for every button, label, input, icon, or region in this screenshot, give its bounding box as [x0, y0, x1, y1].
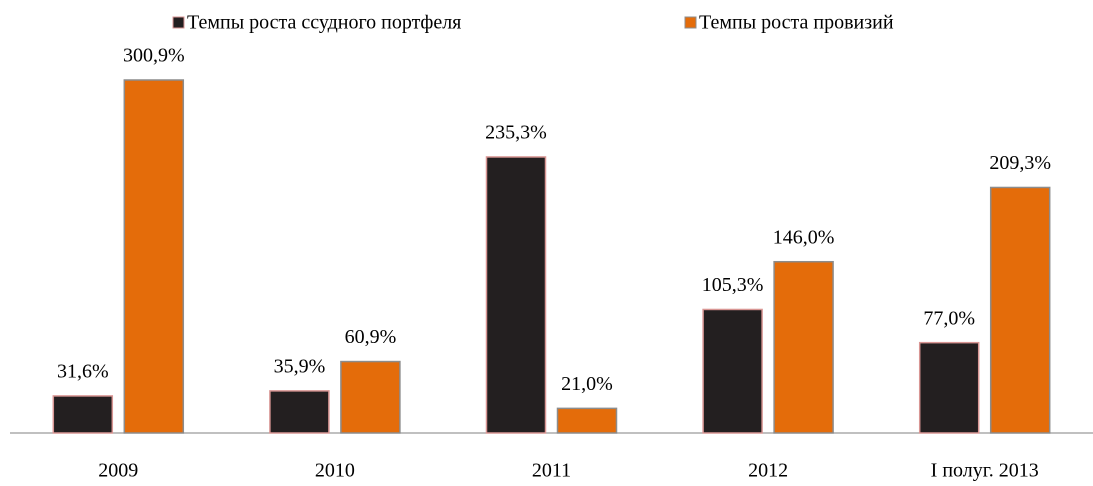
data-label: 60,9% [345, 326, 397, 348]
bar [123, 79, 185, 434]
data-label: 31,6% [57, 361, 109, 383]
bar [989, 186, 1051, 434]
bar [52, 395, 114, 434]
x-tick-label: 2011 [532, 460, 571, 482]
bar [269, 390, 330, 434]
bar [556, 407, 618, 434]
x-tick-label: I полуг. 2013 [931, 460, 1039, 482]
data-label: 300,9% [123, 45, 185, 67]
legend-swatch [172, 16, 185, 29]
legend-swatch [684, 16, 697, 29]
data-label: 105,3% [702, 274, 764, 296]
bar [918, 341, 980, 434]
data-label: 209,3% [989, 152, 1051, 174]
x-tick-label: 2012 [748, 460, 788, 482]
data-label: 21,0% [561, 373, 613, 395]
bar [485, 156, 547, 434]
bar [340, 360, 401, 434]
data-label: 77,0% [923, 307, 975, 329]
legend-label: Темпы роста провизий [699, 12, 894, 34]
x-tick-label: 2009 [98, 460, 138, 482]
legend-label: Темпы роста ссудного портфеля [187, 12, 461, 34]
data-label: 235,3% [485, 122, 547, 144]
data-label: 35,9% [274, 355, 326, 377]
x-tick-label: 2010 [315, 460, 355, 482]
bar [702, 308, 763, 434]
data-label: 146,0% [773, 226, 835, 248]
bar [773, 260, 834, 434]
